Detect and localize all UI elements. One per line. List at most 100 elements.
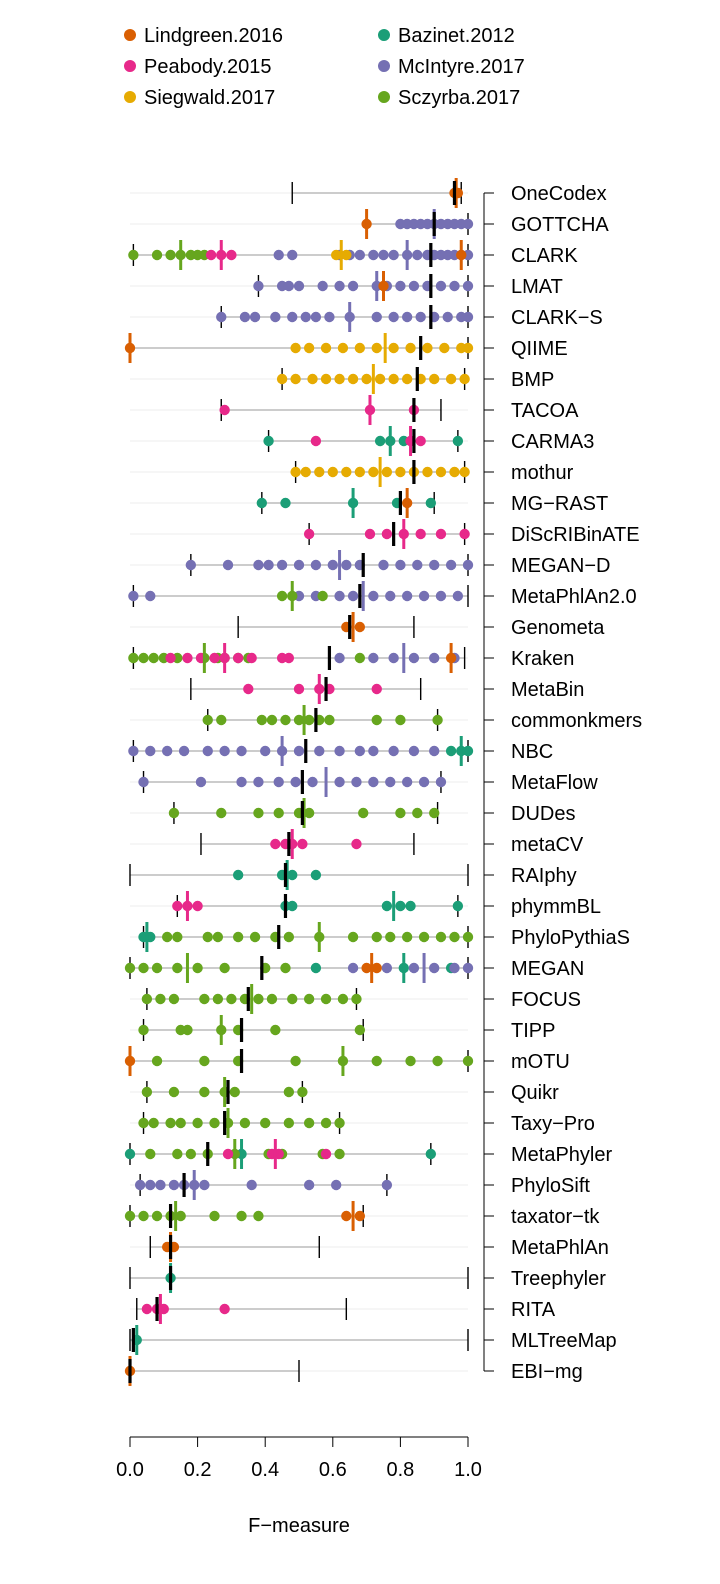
data-point (330, 249, 342, 261)
data-point (297, 1086, 308, 1098)
x-axis-label: F−measure (248, 1515, 350, 1537)
data-point (273, 776, 284, 788)
data-point (334, 745, 345, 757)
data-point (236, 1210, 247, 1222)
data-point (239, 311, 251, 323)
method-label: TACOA (511, 400, 579, 422)
data-point (310, 962, 322, 974)
data-point (172, 962, 183, 974)
data-point (445, 373, 457, 385)
method-label: PhyloSift (511, 1175, 590, 1197)
data-point (429, 745, 440, 757)
data-point (334, 1148, 345, 1160)
method-label: RITA (511, 1299, 556, 1321)
data-point (327, 466, 338, 478)
data-point (222, 559, 234, 571)
data-point (388, 373, 399, 385)
data-point (199, 1086, 210, 1098)
data-point (337, 993, 349, 1005)
data-point (449, 466, 460, 478)
data-point (334, 776, 345, 788)
data-point (138, 652, 149, 664)
data-point (408, 280, 420, 292)
legend-marker (378, 91, 390, 103)
data-point (368, 466, 379, 478)
data-point (175, 1117, 186, 1129)
data-point (347, 931, 359, 943)
data-point (388, 342, 399, 354)
data-point (371, 1055, 382, 1067)
data-point (145, 590, 156, 602)
data-point (232, 931, 244, 943)
data-point (199, 993, 210, 1005)
data-point (462, 1055, 474, 1067)
data-point (354, 621, 366, 633)
data-point (341, 559, 352, 571)
data-point (381, 466, 393, 478)
data-point (429, 962, 440, 974)
data-point (192, 962, 203, 974)
data-point (253, 807, 264, 819)
data-point (324, 311, 335, 323)
data-point (378, 559, 389, 571)
data-point (202, 931, 213, 943)
data-point (202, 745, 213, 757)
data-point (368, 249, 379, 261)
data-point (124, 962, 136, 974)
data-point (395, 714, 406, 726)
data-point (229, 1086, 240, 1098)
data-point (418, 931, 430, 943)
data-point (435, 466, 447, 478)
x-tick-label: 0.6 (319, 1459, 347, 1481)
data-point (293, 714, 305, 726)
data-point (401, 931, 413, 943)
data-point (381, 1179, 393, 1191)
method-label: MetaPhlAn (511, 1237, 609, 1259)
data-point (371, 714, 382, 726)
method-label: Taxy−Pro (511, 1113, 595, 1135)
data-point (138, 1210, 149, 1222)
data-point (300, 466, 311, 478)
method-label: mOTU (511, 1051, 570, 1073)
legend-label: Sczyrba.2017 (398, 87, 520, 109)
data-point (354, 652, 366, 664)
data-point (276, 590, 288, 602)
data-point (300, 311, 311, 323)
data-point (324, 714, 335, 726)
data-point (310, 559, 322, 571)
data-point (219, 962, 230, 974)
data-point (151, 1055, 163, 1067)
method-label: taxator−tk (511, 1206, 600, 1228)
method-label: NBC (511, 741, 553, 763)
method-label: QIIME (511, 338, 568, 360)
data-point (222, 1148, 234, 1160)
data-point (442, 311, 453, 323)
data-point (168, 807, 180, 819)
data-point (368, 652, 379, 664)
data-point (364, 528, 376, 540)
data-point (385, 931, 396, 943)
method-label: phymmBL (511, 896, 601, 918)
data-point (395, 807, 406, 819)
data-point (330, 1179, 342, 1191)
data-point (395, 466, 406, 478)
data-point (216, 714, 227, 726)
x-tick-label: 0.2 (184, 1459, 212, 1481)
data-point (415, 311, 426, 323)
data-point (462, 218, 474, 230)
data-point (270, 1024, 281, 1036)
method-label: CARMA3 (511, 431, 594, 453)
data-point (232, 869, 244, 881)
data-point (172, 931, 183, 943)
data-point (459, 528, 470, 540)
data-point (320, 993, 332, 1005)
data-point (351, 993, 362, 1005)
data-point (249, 931, 261, 943)
data-point (432, 1055, 443, 1067)
data-point (439, 342, 450, 354)
data-point (280, 962, 291, 974)
data-point (182, 1024, 193, 1036)
legend-marker (124, 60, 136, 72)
data-point (381, 900, 393, 912)
legend-marker (124, 29, 136, 41)
